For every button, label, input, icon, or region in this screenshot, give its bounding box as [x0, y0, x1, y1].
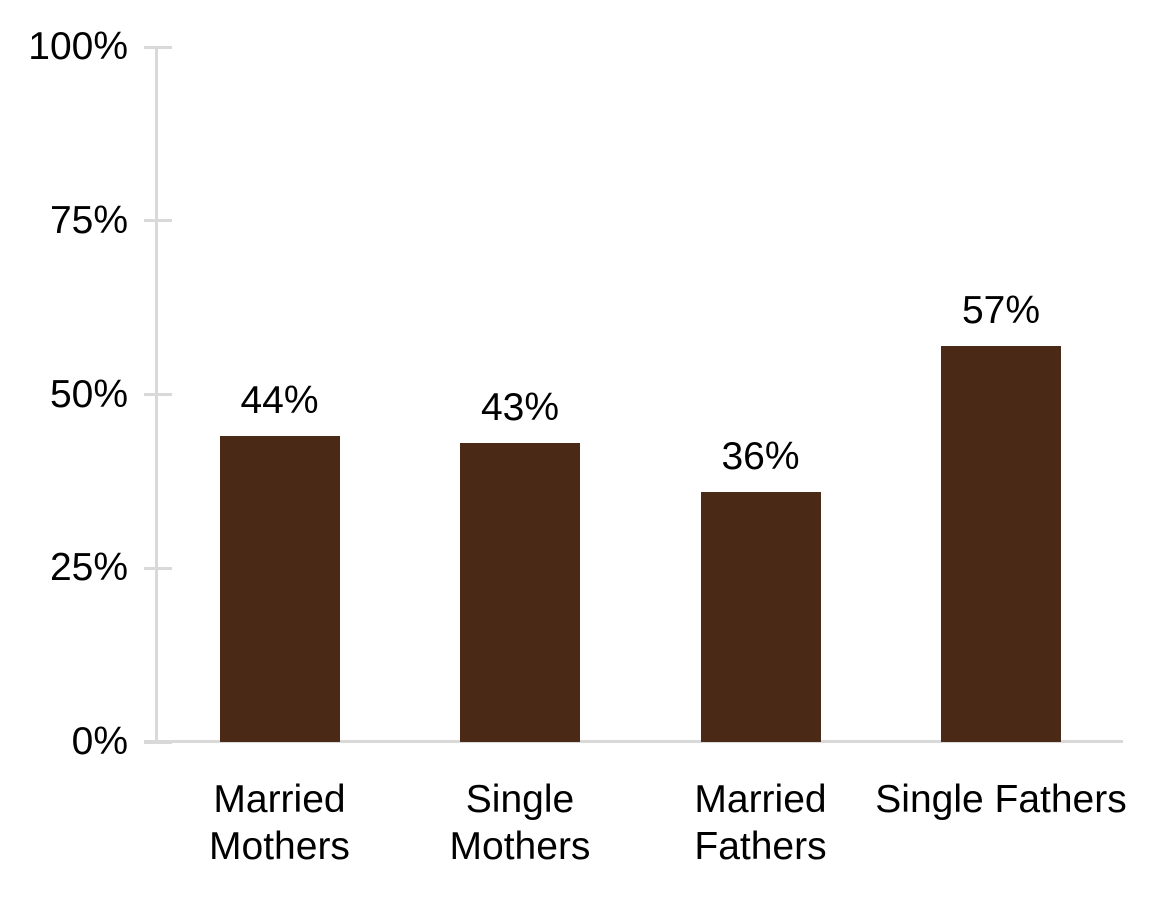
category-label-married-mothers: Married Mothers [149, 776, 411, 870]
x-axis-line [144, 740, 1123, 743]
category-label-line: Mothers [449, 825, 591, 868]
bar-married-mothers [219, 436, 340, 742]
category-label-line: Single [465, 778, 575, 821]
bar-married-fathers [700, 491, 821, 742]
category-label-line: Fathers [694, 825, 827, 868]
category-label-line: Married [694, 778, 827, 821]
bar-value-label: 44% [240, 379, 319, 423]
y-tick [144, 393, 172, 396]
category-label-line: Single Fathers [875, 778, 1127, 821]
y-tick-label: 75% [49, 198, 128, 242]
y-tick [144, 566, 172, 570]
y-tick-label: 50% [49, 372, 128, 416]
bar-value-label: 36% [721, 434, 800, 478]
category-label-line: Mothers [209, 825, 350, 868]
y-tick [144, 740, 172, 744]
y-tick-label: 0% [71, 720, 128, 763]
bar-single-fathers [941, 345, 1061, 742]
y-tick-label: 100% [28, 25, 128, 68]
category-label-married-fathers: Married Fathers [630, 776, 892, 870]
category-label-single-mothers: Single Mothers [389, 776, 651, 870]
bar-single-mothers [460, 443, 580, 742]
bar-value-label: 43% [480, 386, 560, 430]
y-tick [144, 45, 172, 49]
category-label-line: Married [213, 778, 346, 821]
bar-value-label: 57% [961, 288, 1041, 332]
y-tick [144, 219, 172, 223]
category-label-single-fathers: Single Fathers [870, 776, 1132, 823]
y-tick-label: 25% [49, 546, 128, 590]
